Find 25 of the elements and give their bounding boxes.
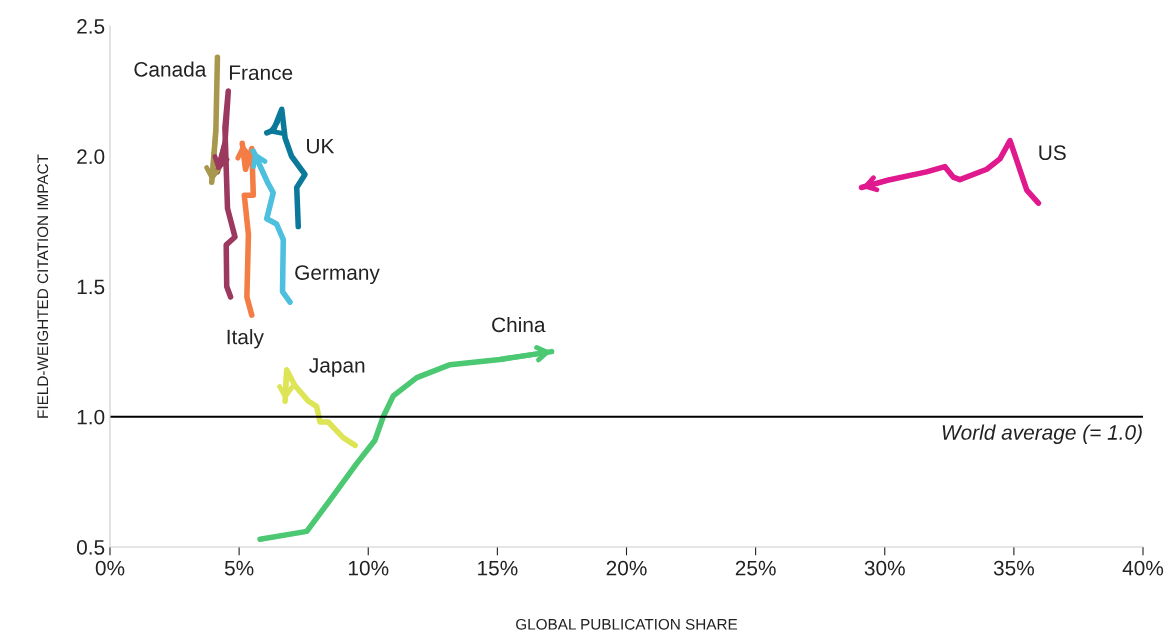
x-tick-label: 20% [606, 560, 647, 576]
x-tick-label: 25% [735, 560, 776, 576]
y-tick-label: 1.0 [77, 409, 105, 425]
x-tick-label: 15% [478, 560, 518, 576]
x-tick-label: 0% [95, 560, 125, 576]
series-label: Italy [227, 329, 264, 349]
x-tick-label: 10% [348, 560, 389, 576]
x-tick-label: 35% [993, 560, 1034, 576]
series-label: Canada [134, 61, 207, 77]
y-tick-label: 2.5 [77, 19, 105, 34]
x-tick-label: 40% [1122, 560, 1164, 576]
series-label: Germany [295, 265, 380, 285]
series-label: US [1039, 145, 1066, 161]
series-label: Japan [309, 358, 365, 377]
ref-line-label: World average (= 1.0) [942, 424, 1142, 444]
x-tick-label: 5% [224, 560, 254, 576]
y-tick-label: 2.0 [77, 149, 105, 164]
y-tick-label: 1.5 [77, 279, 105, 295]
x-tick-label: 30% [864, 560, 905, 576]
x-axis-title: GLOBAL PUBLICATION SHARE [516, 618, 738, 630]
y-axis-title: FIELD-WEIGHTED CITATION IMPACT [37, 154, 49, 418]
series-label: UK [307, 138, 335, 154]
series-label: France [229, 65, 293, 81]
series-label: China [492, 316, 546, 333]
y-tick-label: 0.5 [76, 540, 105, 555]
